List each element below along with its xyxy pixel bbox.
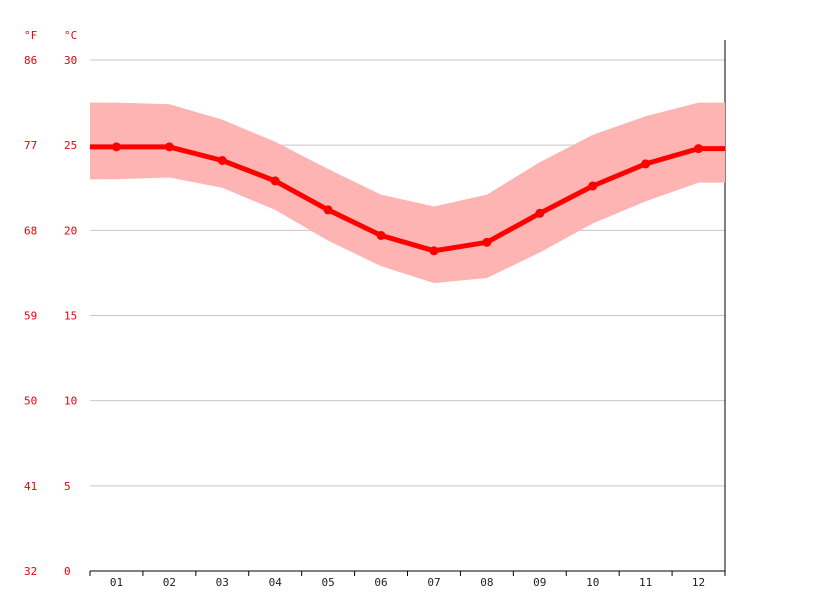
y-tick-label-c: 5 bbox=[64, 480, 71, 493]
data-point bbox=[111, 142, 121, 152]
data-point bbox=[641, 159, 651, 169]
x-tick-label: 02 bbox=[163, 576, 176, 589]
unit-f-label: °F bbox=[24, 29, 37, 42]
y-tick-label-c: 15 bbox=[64, 310, 77, 323]
y-tick-label-c: 30 bbox=[64, 54, 77, 67]
y-tick-label-c: 10 bbox=[64, 395, 77, 408]
data-point bbox=[323, 205, 333, 215]
y-axis-labels: °F °C 32 0 41 5 50 10 59 15 68 20 77 25 86 30 bbox=[24, 29, 77, 578]
y-tick-label-f: 41 bbox=[24, 480, 37, 493]
x-tick-label: 01 bbox=[110, 576, 123, 589]
x-tick-label: 07 bbox=[427, 576, 440, 589]
y-tick-label-f: 59 bbox=[24, 310, 37, 323]
data-point bbox=[429, 246, 439, 256]
x-tick-label: 05 bbox=[322, 576, 335, 589]
x-axis: 01 02 03 04 05 06 07 08 09 10 11 12 bbox=[89, 570, 726, 589]
y-tick-label-f: 50 bbox=[24, 395, 37, 408]
x-tick-label: 09 bbox=[533, 576, 546, 589]
data-point bbox=[217, 155, 227, 165]
data-points bbox=[111, 142, 704, 256]
data-point bbox=[694, 144, 704, 154]
data-point bbox=[535, 208, 545, 218]
y-tick-label-f: 32 bbox=[24, 565, 37, 578]
y-tick-label-f: 86 bbox=[24, 54, 37, 67]
data-point bbox=[482, 237, 492, 247]
x-tick-label: 04 bbox=[269, 576, 283, 589]
y-tick-label-c: 20 bbox=[64, 224, 77, 237]
y-tick-label-f: 77 bbox=[24, 139, 37, 152]
temperature-range-band bbox=[90, 102, 725, 284]
x-tick-label: 06 bbox=[374, 576, 387, 589]
data-point bbox=[376, 230, 386, 240]
y-tick-label-f: 68 bbox=[24, 224, 37, 237]
x-tick-label: 11 bbox=[639, 576, 652, 589]
data-point bbox=[270, 176, 280, 186]
average-temperature-line bbox=[90, 144, 725, 254]
data-point bbox=[588, 181, 598, 191]
x-tick-label: 03 bbox=[216, 576, 229, 589]
x-tick-label: 10 bbox=[586, 576, 599, 589]
x-tick-label: 12 bbox=[692, 576, 705, 589]
data-point bbox=[164, 142, 174, 152]
y-tick-label-c: 25 bbox=[64, 139, 77, 152]
x-tick-label: 08 bbox=[480, 576, 493, 589]
y-tick-label-c: 0 bbox=[64, 565, 71, 578]
unit-c-label: °C bbox=[64, 29, 77, 42]
